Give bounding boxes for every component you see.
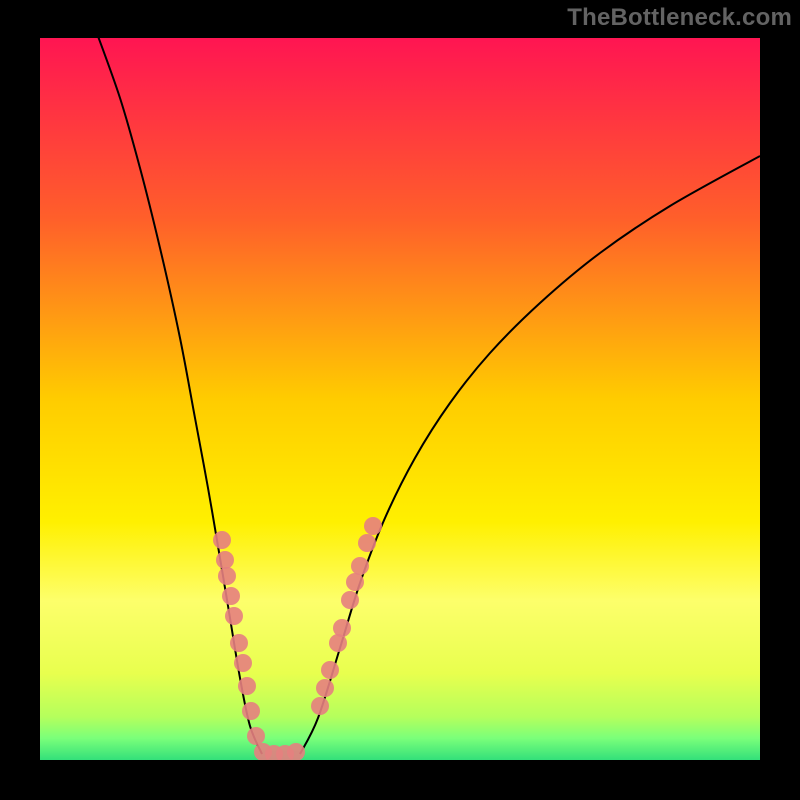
data-marker [247,727,265,745]
data-marker [218,567,236,585]
data-marker [364,517,382,535]
data-marker [287,743,305,760]
curve-layer [40,38,760,760]
marker-group [213,517,382,760]
data-marker [225,607,243,625]
watermark-text: TheBottleneck.com [567,4,792,32]
data-marker [311,697,329,715]
data-marker [216,551,234,569]
data-marker [242,702,260,720]
data-marker [341,591,359,609]
data-marker [213,531,231,549]
data-marker [321,661,339,679]
data-marker [351,557,369,575]
right-curve [300,156,760,754]
data-marker [316,679,334,697]
data-marker [333,619,351,637]
data-marker [234,654,252,672]
data-marker [230,634,248,652]
data-marker [346,573,364,591]
data-marker [222,587,240,605]
chart-frame: TheBottleneck.com [0,0,800,800]
plot-area [40,38,760,760]
data-marker [358,534,376,552]
data-marker [238,677,256,695]
